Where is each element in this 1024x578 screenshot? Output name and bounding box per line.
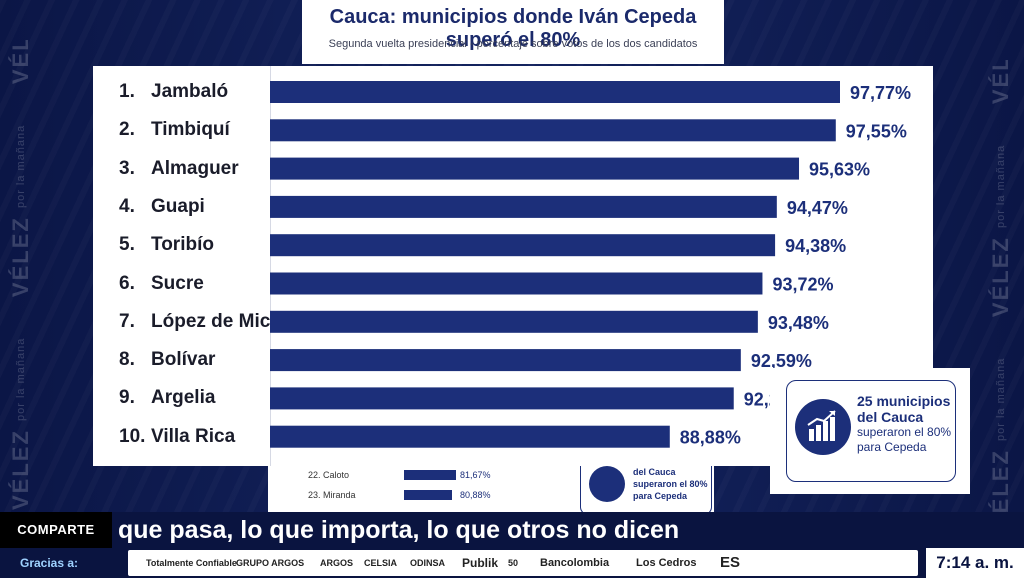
axis-line — [270, 66, 271, 466]
municipality-name: Argelia — [151, 387, 216, 409]
lower-third-bar — [0, 512, 1024, 548]
rank-number: 6. — [119, 272, 135, 294]
sponsor-logo: Bancolombia — [540, 557, 610, 569]
background-bar — [404, 490, 452, 500]
rank-number: 5. — [119, 234, 135, 256]
value-label: 93,72% — [772, 275, 833, 295]
value-label: 97,55% — [846, 121, 907, 141]
sponsor-logo: ARGOS — [320, 558, 354, 568]
chart-card: 1. Jambaló 2. Timbiquí 3. Almaguer 4. Guapi 5. To… — [93, 66, 933, 466]
category-label: 9. Argelia — [119, 383, 215, 413]
bar — [270, 387, 734, 410]
side-brand-right: VÉLEZ por la mañana VÉLEZ por la mañana … — [988, 60, 1013, 530]
category-label: 7. López de Micay — [119, 307, 291, 337]
bar-chart-growth-icon — [795, 399, 851, 455]
municipality-name: Sucre — [151, 272, 204, 294]
value-label: 94,47% — [787, 198, 848, 218]
value-label: 94,38% — [785, 236, 846, 256]
summary-callout-card: 25 municipios del Cauca superaron el 80%… — [770, 368, 970, 494]
category-label: 2. Timbiquí — [119, 115, 230, 145]
sponsor-logo: ODINSA — [410, 558, 446, 568]
sponsor-logo: Los Cedros — [636, 557, 697, 569]
category-label: 1. Jambaló — [119, 77, 228, 107]
bar — [270, 425, 670, 448]
bar — [270, 272, 763, 295]
sponsor-logo: Totalmente Confiable — [146, 558, 237, 568]
rank-number: 4. — [119, 195, 135, 217]
background-bar — [404, 470, 456, 480]
bar — [270, 234, 776, 257]
thanks-label: Gracias a: — [0, 548, 116, 578]
bar-chart-icon — [589, 466, 625, 502]
category-label: 10. Villa Rica — [119, 422, 235, 452]
share-label: COMPARTE — [0, 512, 112, 548]
bar — [270, 349, 741, 372]
bar — [270, 81, 840, 103]
rank-number: 9. — [119, 387, 135, 409]
side-brand-left: VÉLEZ por la mañana VÉLEZ por la mañana … — [8, 40, 33, 510]
ticker-text: que pasa, lo que importa, lo que otros n… — [118, 516, 680, 544]
category-label: 8. Bolívar — [119, 345, 215, 375]
municipality-name: Almaguer — [151, 157, 239, 179]
value-label: 93,48% — [768, 313, 829, 333]
chart-subtitle: Segunda vuelta presidencial - porcentaje… — [328, 38, 698, 50]
category-label: 4. Guapi — [119, 192, 205, 222]
background-callout: del Cauca superaron el 80% para Cepeda — [580, 462, 712, 515]
municipality-name: Timbiquí — [151, 119, 230, 141]
municipality-name: Villa Rica — [151, 425, 236, 447]
sponsor-logo: ES — [720, 554, 741, 571]
sponsor-logo: CELSIA — [364, 558, 398, 568]
municipality-name: Toribío — [151, 234, 214, 256]
chart-title: Cauca: municipios donde Iván Cepeda supe… — [329, 6, 697, 51]
rank-number: 7. — [119, 310, 135, 332]
background-row: 23. Miranda 80,88% — [308, 490, 491, 500]
clock: 7:14 a. m. — [926, 548, 1024, 578]
sponsor-logo: Publik — [462, 556, 499, 570]
value-label: 95,63% — [809, 160, 870, 180]
value-label: 92,59% — [751, 351, 812, 371]
municipality-name: Jambaló — [151, 81, 229, 102]
rank-number: 1. — [119, 81, 135, 102]
bar-chart: 97,77% 97,55% 95,63% 94,47% 94,38% 93,72% 93,4… — [270, 81, 911, 448]
value-label: 88,88% — [680, 428, 741, 448]
bar — [270, 157, 800, 180]
category-label: 6. Sucre — [119, 269, 204, 299]
sponsor-logo: GRUPO ARGOS — [236, 558, 305, 568]
bar — [270, 195, 777, 218]
value-label: 97,77% — [850, 83, 911, 103]
municipality-name: López de Micay — [151, 310, 292, 332]
bar — [270, 119, 836, 142]
rank-number: 3. — [119, 157, 135, 179]
rank-number: 2. — [119, 119, 135, 141]
municipality-name: Bolívar — [151, 349, 216, 371]
background-chart-card: 22. Caloto 81,67% 23. Miranda 80,88% del… — [268, 462, 714, 518]
background-row: 22. Caloto 81,67% — [308, 470, 491, 480]
sponsor-logo: 50 — [508, 558, 519, 568]
rank-number: 8. — [119, 349, 135, 371]
summary-callout: 25 municipios del Cauca superaron el 80%… — [786, 380, 956, 482]
category-label: 3. Almaguer — [119, 154, 239, 184]
municipality-name: Guapi — [151, 195, 205, 217]
category-label: 5. Toribío — [119, 230, 214, 260]
bar — [270, 310, 758, 333]
rank-number: 10. — [119, 425, 146, 447]
summary-callout-text: 25 municipios del Cauca superaron el 80%… — [857, 393, 952, 454]
chart-title-card: Cauca: municipios donde Iván Cepeda supe… — [302, 0, 724, 64]
sponsor-logos: Totalmente Confiable GRUPO ARGOS ARGOS C… — [128, 550, 918, 576]
